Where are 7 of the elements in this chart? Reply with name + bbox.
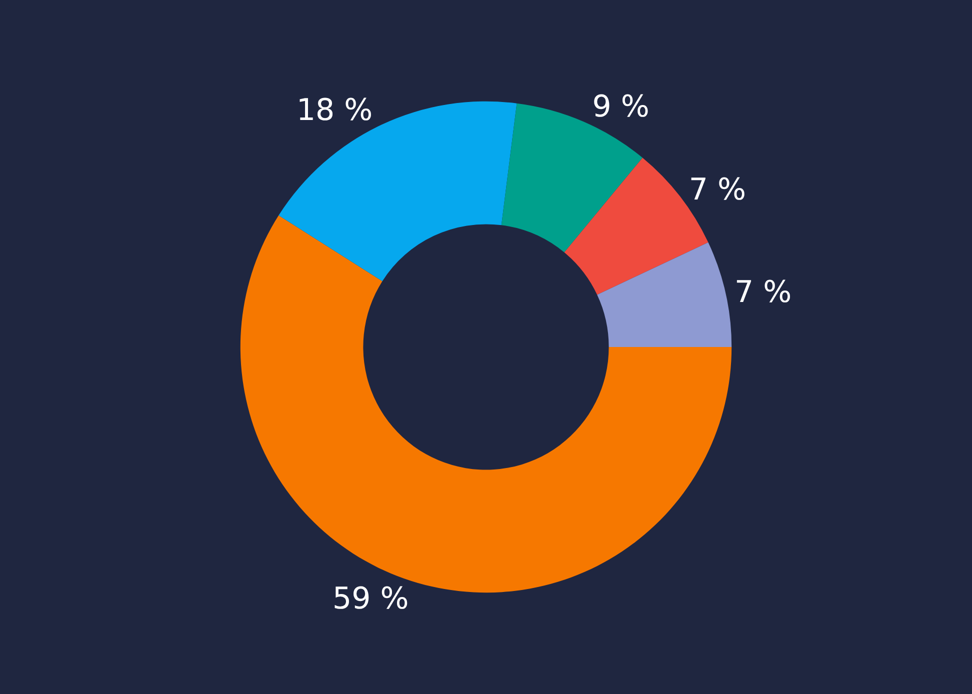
data-label: 9 % (592, 89, 650, 124)
donut-slice (597, 242, 732, 347)
data-label: 7 % (734, 275, 792, 310)
data-label: 7 % (688, 172, 746, 208)
data-label: 59 % (332, 581, 409, 616)
donut-slice (564, 158, 708, 295)
data-label: 18 % (296, 92, 373, 128)
